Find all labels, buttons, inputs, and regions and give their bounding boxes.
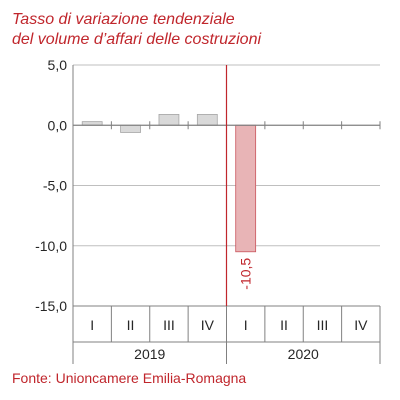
bar [235,124,257,253]
chart-title-line-2: del volume d’affari delle costruzioni [12,31,262,48]
x-year-label: 2020 [288,346,319,362]
x-category-label: II [127,317,135,333]
y-tick-label: -15,0 [35,298,67,314]
x-category-label: IV [354,317,368,333]
x-category-label: IV [201,317,215,333]
bar [196,114,218,126]
x-category-label: II [280,317,288,333]
x-category-label: I [244,317,248,333]
chart-title-line-1: Tasso di variazione tendenziale [12,11,235,28]
x-year-label: 2019 [134,346,165,362]
x-category-label: III [163,317,175,333]
x-category-label: I [90,317,94,333]
y-tick-label: 0,0 [48,117,68,133]
y-tick-label: 5,0 [48,57,68,73]
bar [158,114,180,126]
source-note: Fonte: Unioncamere Emilia-Romagna [12,370,247,386]
y-tick-label: -10,0 [35,238,67,254]
x-category-label: III [317,317,329,333]
y-tick-label: -5,0 [43,178,67,194]
chart-title: Tasso di variazione tendenziale del volu… [12,10,392,50]
data-label: -10,5 [238,258,254,290]
bar [120,124,141,133]
